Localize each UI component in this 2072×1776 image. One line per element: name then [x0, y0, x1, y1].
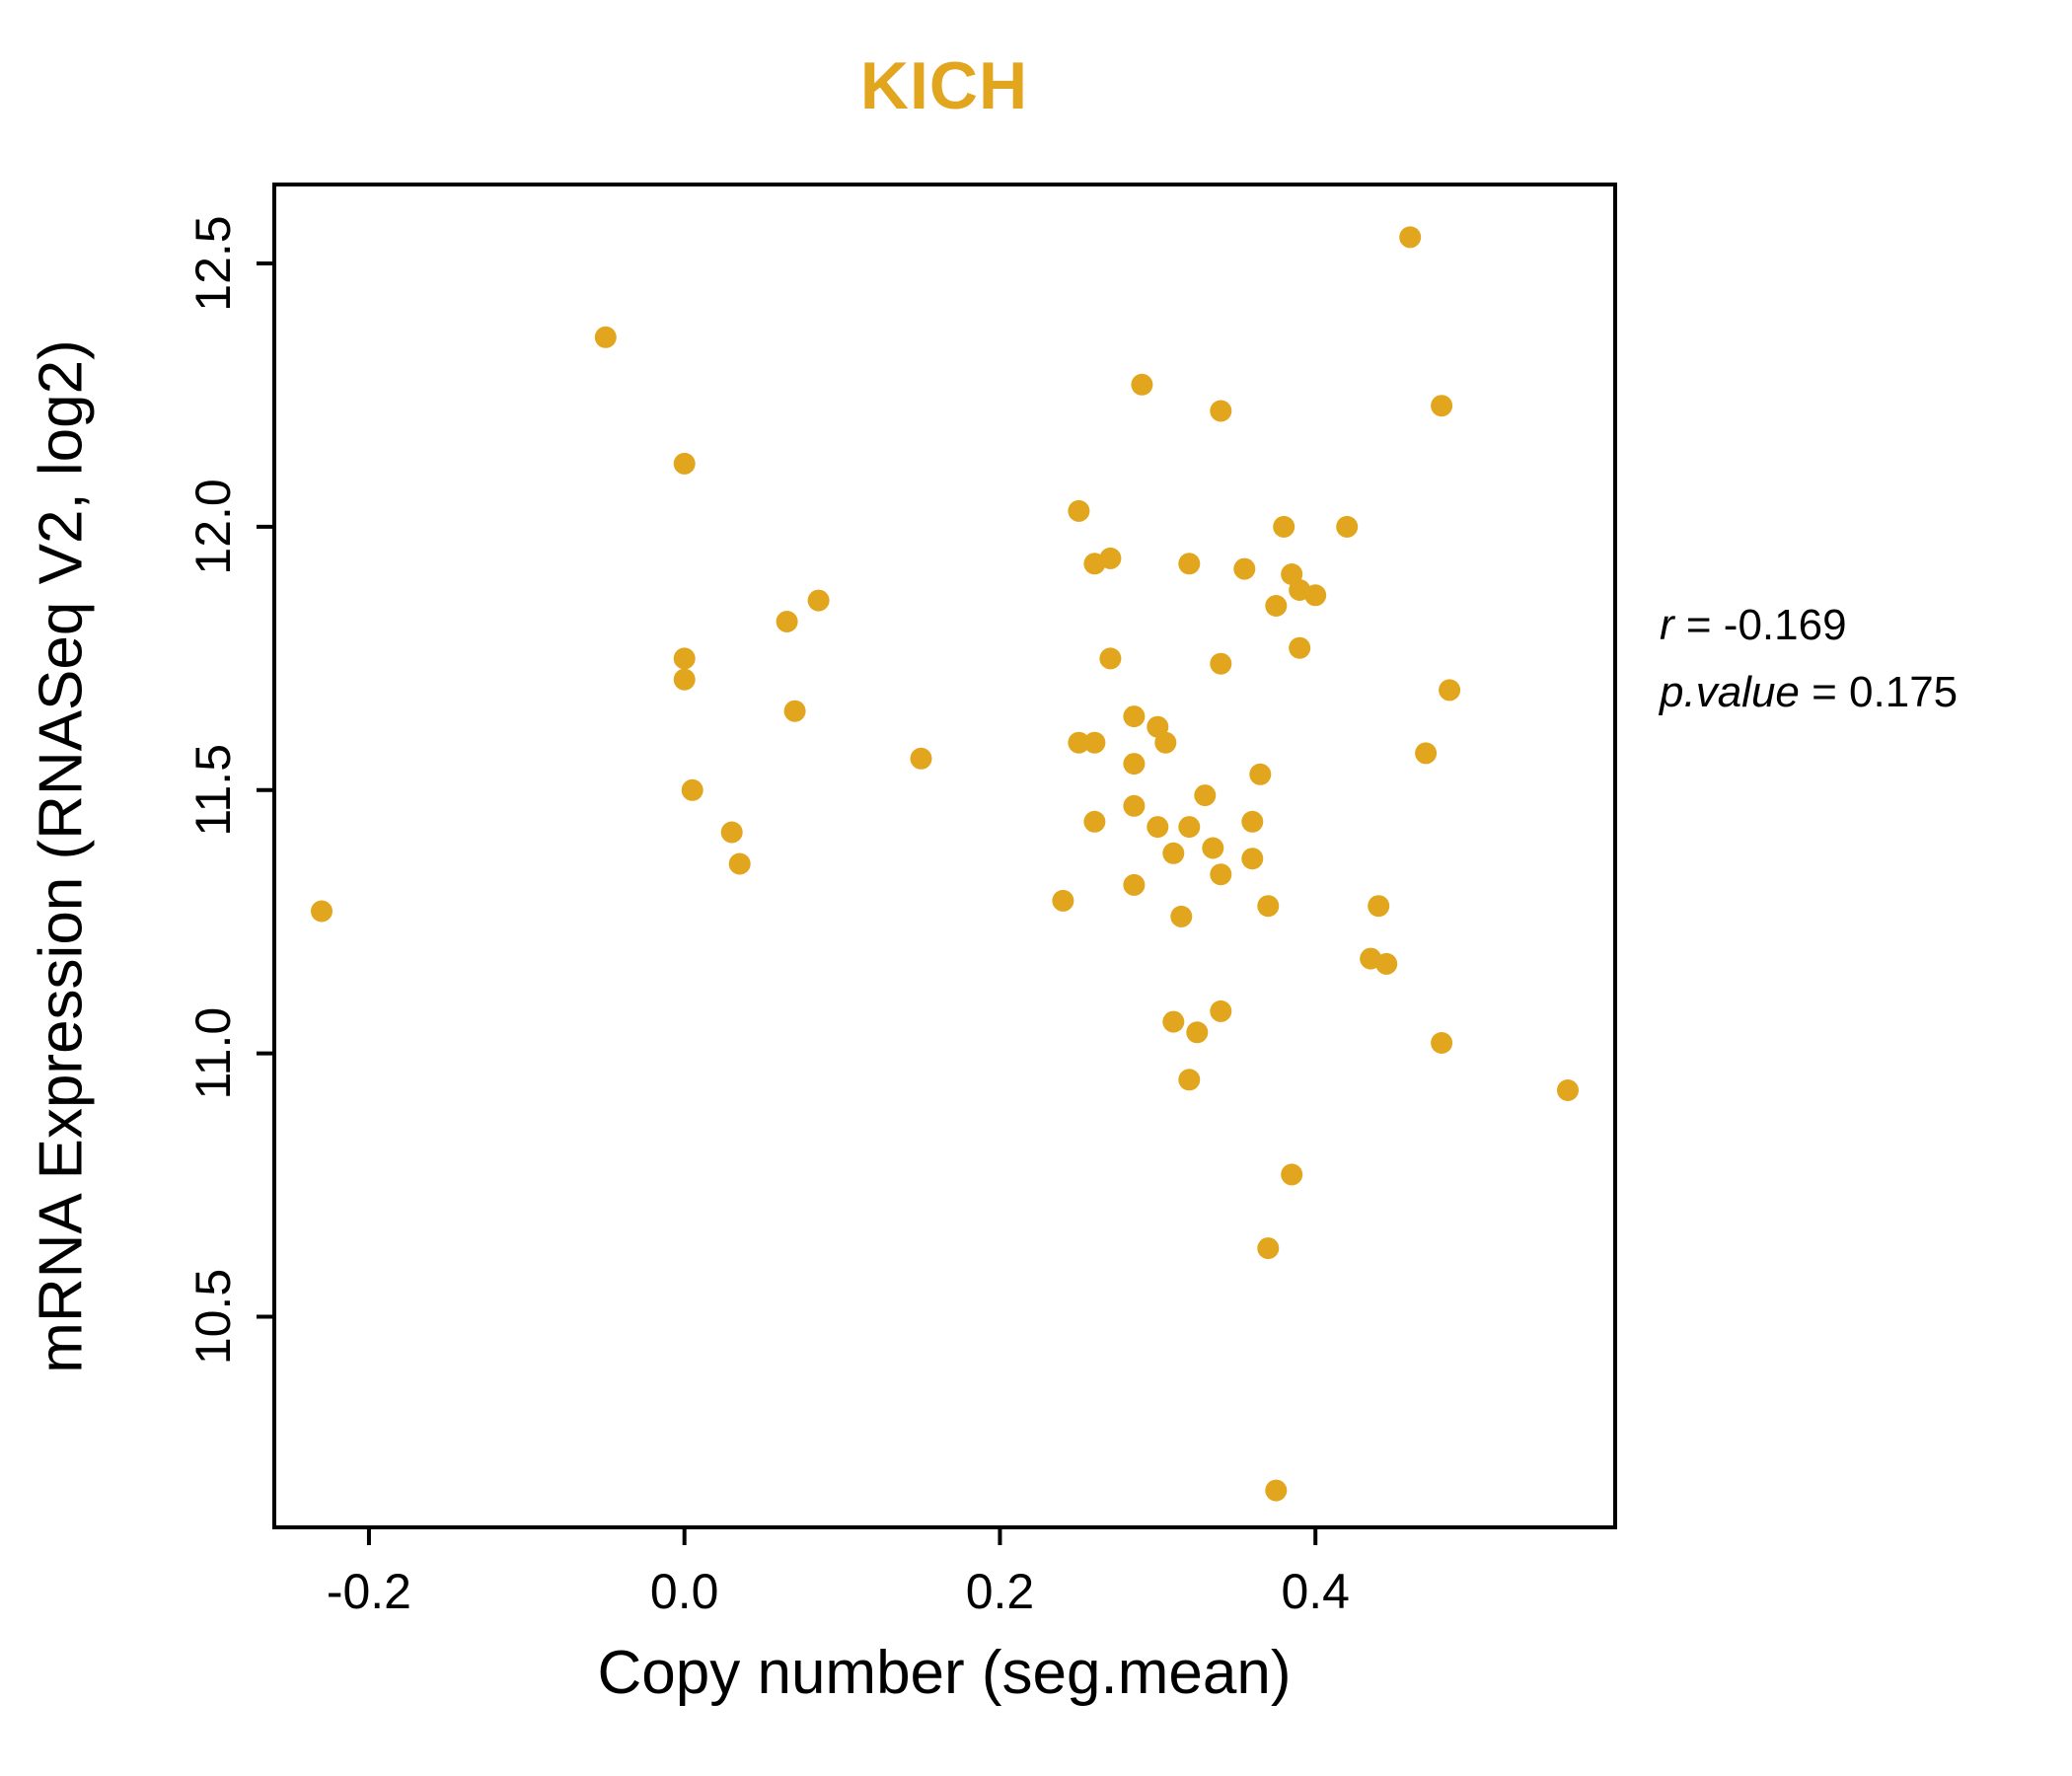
- data-point: [1415, 742, 1438, 765]
- data-point: [1304, 584, 1327, 607]
- data-point: [594, 326, 617, 348]
- data-point: [783, 700, 806, 722]
- chart-title: KICH: [859, 48, 1029, 123]
- data-point: [728, 852, 751, 875]
- p-value: = 0.175: [1799, 668, 1959, 717]
- data-point: [1399, 226, 1422, 249]
- y-axis-label: mRNA Expression (RNASeq V2, log2): [27, 339, 96, 1373]
- data-point: [1202, 837, 1224, 859]
- data-point: [1210, 999, 1232, 1022]
- data-point: [1170, 905, 1193, 927]
- data-point: [1123, 794, 1146, 817]
- data-point: [1281, 1163, 1303, 1186]
- data-point: [776, 611, 798, 632]
- stats-annotation: r = -0.169 p.value = 0.175: [1660, 592, 1958, 726]
- r-label: r: [1660, 601, 1674, 649]
- p-value-line: p.value = 0.175: [1660, 659, 1958, 726]
- data-point: [1083, 731, 1106, 754]
- data-point: [1257, 895, 1280, 918]
- data-point: [1099, 547, 1122, 569]
- data-point: [1210, 863, 1232, 886]
- data-point: [1431, 1032, 1453, 1054]
- plot-border: [272, 183, 1617, 1529]
- data-point: [1178, 816, 1201, 839]
- data-point: [1123, 753, 1146, 776]
- data-point: [1265, 1479, 1288, 1502]
- data-point: [1241, 810, 1264, 833]
- data-point: [1194, 784, 1217, 807]
- data-point: [1439, 679, 1461, 702]
- data-point: [1099, 647, 1122, 670]
- data-point: [1068, 731, 1090, 754]
- data-point: [1273, 515, 1295, 538]
- data-point: [673, 668, 696, 691]
- data-point: [1210, 652, 1232, 675]
- x-tick-label: 0.4: [1281, 1564, 1350, 1619]
- data-point: [1431, 395, 1453, 417]
- data-point: [1368, 895, 1390, 918]
- data-point: [807, 589, 830, 612]
- data-point: [1249, 763, 1272, 785]
- x-tick-label: 0.2: [966, 1564, 1035, 1619]
- data-point: [1162, 1010, 1185, 1033]
- data-point: [1210, 400, 1232, 422]
- y-tick-label: 12.0: [185, 479, 241, 574]
- data-point: [1083, 810, 1106, 833]
- data-point: [1257, 1237, 1280, 1260]
- y-tick-label: 12.5: [185, 215, 241, 311]
- data-point: [311, 900, 333, 923]
- data-point: [910, 747, 932, 770]
- data-point: [1178, 553, 1201, 575]
- data-point: [1052, 889, 1074, 912]
- data-point: [1154, 731, 1177, 754]
- p-value-label: p.value: [1660, 668, 1800, 717]
- data-point: [1186, 1021, 1209, 1044]
- data-point: [673, 452, 696, 475]
- data-point: [1265, 595, 1288, 617]
- data-point: [1289, 636, 1311, 659]
- r-value-line: r = -0.169: [1660, 592, 1958, 659]
- data-point: [673, 647, 696, 670]
- data-point: [720, 821, 743, 844]
- y-tick-label: 10.5: [185, 1269, 241, 1365]
- r-value: = -0.169: [1673, 601, 1847, 649]
- data-point: [1233, 557, 1256, 580]
- data-point: [1068, 499, 1090, 522]
- data-point: [1178, 1069, 1201, 1091]
- x-axis-label: Copy number (seg.mean): [597, 1639, 1292, 1707]
- data-point: [1241, 848, 1264, 870]
- x-tick-label: 0.0: [650, 1564, 719, 1619]
- data-point: [1162, 842, 1185, 864]
- y-tick-label: 11.5: [185, 744, 241, 837]
- x-tick-label: -0.2: [327, 1564, 411, 1619]
- data-point: [1131, 373, 1153, 396]
- data-point: [1557, 1079, 1579, 1101]
- y-tick-label: 11.0: [185, 1007, 241, 1100]
- data-point: [1147, 816, 1169, 839]
- data-point: [1375, 952, 1398, 975]
- data-point: [1336, 515, 1359, 538]
- data-point: [681, 778, 703, 801]
- data-point: [1123, 705, 1146, 728]
- data-point: [1123, 873, 1146, 896]
